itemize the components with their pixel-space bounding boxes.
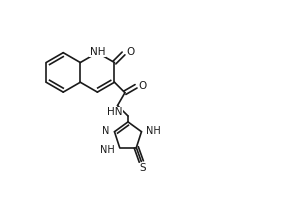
Text: O: O	[126, 47, 135, 57]
Text: HN: HN	[107, 107, 122, 117]
Text: NH: NH	[146, 126, 161, 136]
Text: NH: NH	[90, 47, 105, 57]
Text: O: O	[139, 81, 147, 91]
Text: NH: NH	[100, 145, 115, 155]
Text: N: N	[102, 126, 110, 136]
Text: S: S	[139, 163, 146, 173]
